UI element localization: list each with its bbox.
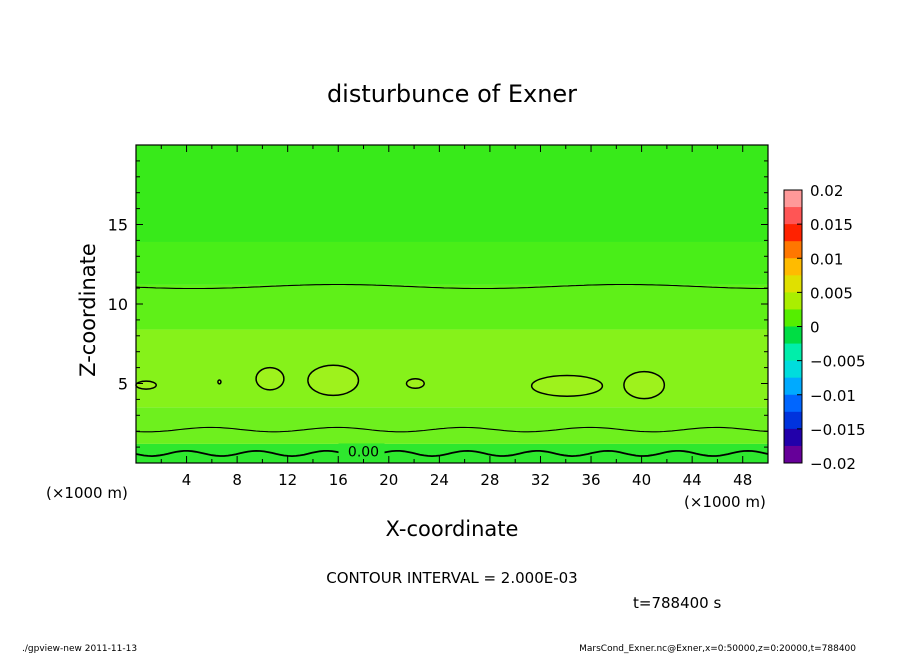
colorbar-segment bbox=[784, 428, 802, 447]
contour-cell-1 bbox=[217, 379, 222, 385]
colorbar-tick-label: 0 bbox=[810, 319, 820, 337]
contour-line-0 bbox=[135, 283, 768, 290]
x-tick-label: 28 bbox=[480, 471, 499, 489]
footer-right: MarsCond_Exner.nc@Exner,x=0:50000,z=0:20… bbox=[579, 644, 856, 654]
colorbar-segment bbox=[784, 258, 802, 276]
colorbar-segment bbox=[784, 445, 802, 464]
colorbar-tick-label: −0.01 bbox=[810, 387, 856, 405]
x-tick-label: 32 bbox=[531, 471, 550, 489]
y-tick-label: 5 bbox=[118, 375, 128, 394]
colorbar-segment bbox=[784, 394, 802, 413]
colorbar-segment bbox=[784, 309, 802, 327]
contour-label-bg bbox=[338, 443, 385, 458]
y-axis-ticks: 5 10 15 bbox=[108, 160, 768, 448]
colorbar-segment bbox=[784, 377, 802, 396]
colorbar-segment bbox=[784, 411, 802, 430]
band-4 bbox=[136, 241, 768, 285]
x-tick-label: 48 bbox=[733, 471, 752, 489]
colorbar-segment bbox=[784, 292, 802, 310]
x-tick-label: 20 bbox=[379, 471, 398, 489]
footer-left: ./gpview-new 2011-11-13 bbox=[22, 644, 137, 654]
colorbar-segment bbox=[784, 275, 802, 293]
band-3 bbox=[136, 284, 768, 330]
x-tick-label: 12 bbox=[278, 471, 297, 489]
colorbar-segment bbox=[784, 360, 802, 379]
contour-cell-4 bbox=[405, 377, 425, 390]
x-tick-label: 44 bbox=[683, 471, 702, 489]
colorbar: 0.02 0.015 0.01 0.005 0 −0.005 −0.01 −0.015 −0.0… bbox=[783, 182, 866, 473]
x-tick-label: 40 bbox=[632, 471, 651, 489]
contour-line-2 bbox=[135, 449, 769, 458]
contour-label: 0.00 bbox=[348, 444, 379, 460]
colorbar-tick-label: 0.01 bbox=[810, 250, 843, 268]
y-axis-label: Z-coordinate bbox=[76, 243, 100, 377]
x-tick-label: 24 bbox=[430, 471, 449, 489]
x-tick-label: 16 bbox=[329, 471, 348, 489]
colorbar-tick-label: 0.005 bbox=[810, 284, 853, 302]
colorbar-segment bbox=[784, 241, 802, 259]
x-axis-label: X-coordinate bbox=[386, 517, 519, 541]
band-5 bbox=[136, 145, 768, 242]
colorbar-tick-label: −0.005 bbox=[810, 353, 866, 371]
color-bands bbox=[136, 145, 768, 463]
chart-title: disturbunce of Exner bbox=[327, 80, 577, 108]
contour-lines: 0.00 bbox=[135, 283, 769, 460]
contour-interval-label: CONTOUR INTERVAL = 2.000E-03 bbox=[326, 569, 577, 587]
y-tick-label: 10 bbox=[108, 295, 128, 314]
colorbar-segment bbox=[784, 207, 802, 225]
colorbar-segment bbox=[784, 343, 802, 362]
contour-cell-2 bbox=[255, 366, 285, 391]
contour-cell-5 bbox=[530, 374, 604, 397]
x-tick-label: 8 bbox=[232, 471, 242, 489]
contour-cell-6 bbox=[623, 370, 666, 400]
colorbar-tick-label: 0.02 bbox=[810, 182, 843, 200]
x-tick-label: 36 bbox=[581, 471, 600, 489]
x-unit-left: (×1000 m) bbox=[46, 484, 128, 502]
contour-line-1 bbox=[135, 426, 769, 433]
colorbar-tick-label: −0.02 bbox=[810, 455, 856, 473]
colorbar-tick-label: −0.015 bbox=[810, 421, 866, 439]
colorbar-segment bbox=[784, 224, 802, 242]
y-tick-label: 15 bbox=[108, 216, 128, 235]
x-axis-ticks: 4 8 12 16 20 24 28 32 36 40 44 48 bbox=[160, 145, 752, 489]
band-1 bbox=[136, 407, 768, 444]
x-unit-right: (×1000 m) bbox=[684, 493, 766, 511]
time-label: t=788400 s bbox=[633, 594, 721, 612]
contour-cell-0 bbox=[135, 380, 157, 390]
colorbar-segment bbox=[784, 326, 802, 345]
contour-cells bbox=[135, 364, 666, 400]
band-2 bbox=[136, 329, 768, 408]
x-tick-label: 4 bbox=[182, 471, 192, 489]
colorbar-tick-label: 0.015 bbox=[810, 216, 853, 234]
contour-cell-3 bbox=[307, 364, 360, 397]
colorbar-segment bbox=[784, 190, 802, 208]
